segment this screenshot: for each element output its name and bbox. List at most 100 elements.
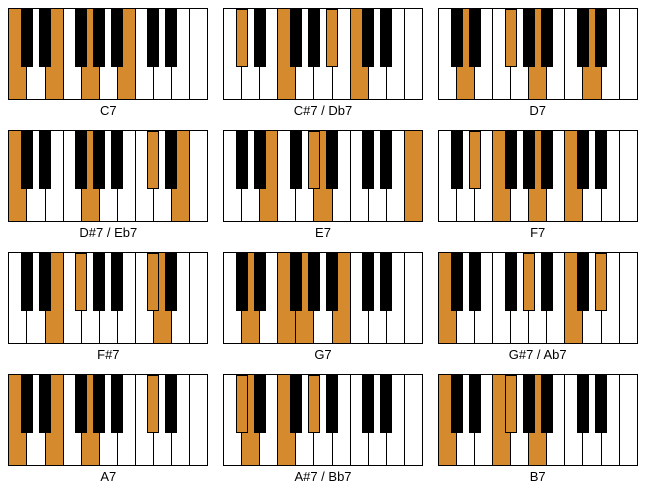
keyboard	[438, 374, 638, 466]
keyboard	[223, 8, 423, 100]
black-key	[165, 375, 177, 433]
black-key	[93, 253, 105, 311]
chord-grid: C7 C#7 / Db7 D7 D#7 / Eb7 E7 F7 F#7 G7 G#7 / Ab7…	[8, 8, 638, 484]
black-key	[523, 9, 535, 67]
black-key	[577, 375, 589, 433]
black-keys	[439, 253, 637, 311]
black-key	[541, 131, 553, 189]
chord-cell: C7	[8, 8, 209, 118]
black-key	[308, 253, 320, 311]
black-key	[451, 375, 463, 433]
black-key	[541, 375, 553, 433]
black-keys	[224, 253, 422, 311]
black-keys	[9, 131, 207, 189]
black-key	[147, 9, 159, 67]
black-key	[541, 253, 553, 311]
black-key	[39, 9, 51, 67]
black-keys	[9, 375, 207, 433]
black-keys	[439, 131, 637, 189]
black-key	[362, 253, 374, 311]
black-key	[308, 9, 320, 67]
black-key	[380, 375, 392, 433]
black-key	[147, 131, 159, 189]
black-key	[505, 131, 517, 189]
black-key	[523, 375, 535, 433]
black-key	[362, 131, 374, 189]
chord-label: D#7 / Eb7	[79, 225, 137, 240]
black-key	[39, 253, 51, 311]
black-key	[111, 131, 123, 189]
keyboard	[8, 130, 208, 222]
black-key	[595, 131, 607, 189]
chord-cell: C#7 / Db7	[223, 8, 424, 118]
black-keys	[224, 9, 422, 67]
black-key	[595, 9, 607, 67]
black-key	[236, 9, 248, 67]
chord-label: F7	[530, 225, 545, 240]
black-key	[75, 375, 87, 433]
chord-cell: D7	[437, 8, 638, 118]
black-key	[380, 131, 392, 189]
chord-label: G7	[314, 347, 331, 362]
black-key	[111, 253, 123, 311]
black-key	[469, 131, 481, 189]
chord-label: A#7 / Bb7	[294, 469, 351, 484]
black-key	[505, 375, 517, 433]
black-key	[21, 253, 33, 311]
chord-label: G#7 / Ab7	[509, 347, 567, 362]
chord-cell: D#7 / Eb7	[8, 130, 209, 240]
keyboard	[223, 374, 423, 466]
chord-cell: G#7 / Ab7	[437, 252, 638, 362]
black-key	[254, 253, 266, 311]
black-key	[290, 9, 302, 67]
black-key	[326, 131, 338, 189]
black-key	[290, 375, 302, 433]
chord-cell: A7	[8, 374, 209, 484]
chord-cell: F#7	[8, 252, 209, 362]
black-key	[523, 253, 535, 311]
keyboard	[8, 374, 208, 466]
black-key	[380, 253, 392, 311]
keyboard	[438, 252, 638, 344]
chord-label: E7	[315, 225, 331, 240]
chord-label: C#7 / Db7	[294, 103, 353, 118]
chord-label: A7	[100, 469, 116, 484]
black-key	[165, 131, 177, 189]
keyboard	[223, 130, 423, 222]
black-key	[21, 9, 33, 67]
black-key	[165, 9, 177, 67]
chord-cell: G7	[223, 252, 424, 362]
black-keys	[9, 9, 207, 67]
black-key	[236, 131, 248, 189]
black-key	[93, 9, 105, 67]
black-key	[165, 253, 177, 311]
chord-cell: B7	[437, 374, 638, 484]
chord-label: B7	[530, 469, 546, 484]
black-key	[93, 375, 105, 433]
keyboard	[8, 8, 208, 100]
black-key	[451, 131, 463, 189]
chord-label: C7	[100, 103, 117, 118]
keyboard	[223, 252, 423, 344]
black-keys	[439, 375, 637, 433]
black-key	[254, 9, 266, 67]
black-key	[326, 9, 338, 67]
black-key	[577, 131, 589, 189]
black-keys	[9, 253, 207, 311]
black-key	[595, 375, 607, 433]
black-key	[308, 375, 320, 433]
black-key	[577, 253, 589, 311]
chord-label: D7	[529, 103, 546, 118]
black-key	[111, 9, 123, 67]
black-keys	[224, 131, 422, 189]
black-key	[39, 375, 51, 433]
black-key	[380, 9, 392, 67]
black-key	[326, 375, 338, 433]
black-key	[111, 375, 123, 433]
black-key	[505, 253, 517, 311]
black-key	[326, 253, 338, 311]
black-key	[469, 253, 481, 311]
chord-cell: F7	[437, 130, 638, 240]
black-keys	[224, 375, 422, 433]
black-key	[577, 9, 589, 67]
